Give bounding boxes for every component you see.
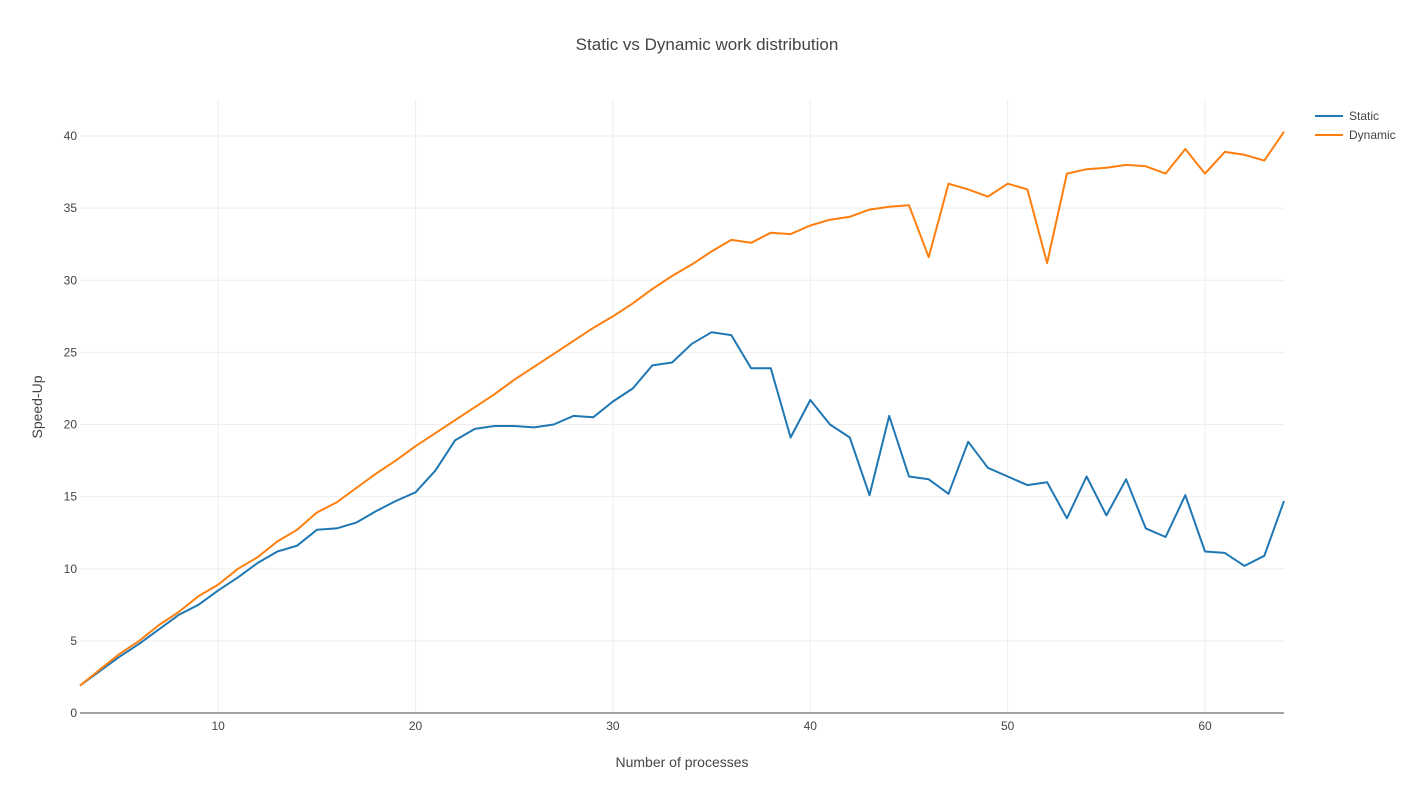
series-group [79, 131, 1285, 687]
y-tick-label: 30 [64, 273, 78, 287]
gridlines [80, 100, 1284, 714]
series-line-dynamic [79, 131, 1285, 687]
x-tick-label: 10 [211, 719, 225, 733]
y-tick-label: 35 [64, 201, 78, 215]
y-tick-label: 40 [64, 129, 78, 143]
x-tick-label: 50 [1001, 719, 1015, 733]
y-tick-label: 20 [64, 418, 78, 432]
x-axis-label: Number of processes [615, 754, 748, 770]
x-tick-label: 40 [804, 719, 818, 733]
y-axis-label: Speed-Up [29, 375, 45, 438]
series-line-static [79, 331, 1285, 687]
legend-label-static: Static [1349, 109, 1379, 123]
x-tick-label: 60 [1198, 719, 1212, 733]
y-tick-label: 0 [70, 706, 77, 720]
y-tick-label: 15 [64, 490, 78, 504]
legend-label-dynamic: Dynamic [1349, 128, 1396, 142]
y-tick-label: 10 [64, 562, 78, 576]
x-tick-label: 30 [606, 719, 620, 733]
x-tick-label: 20 [409, 719, 423, 733]
y-axis-ticks: 0 5 10 15 20 25 30 35 40 [64, 129, 78, 720]
y-tick-label: 5 [70, 634, 77, 648]
x-axis-ticks: 10 20 30 40 50 60 [211, 719, 1212, 733]
y-tick-label: 25 [64, 345, 78, 359]
legend: Static Dynamic [1315, 109, 1396, 142]
chart-title: Static vs Dynamic work distribution [576, 35, 839, 54]
